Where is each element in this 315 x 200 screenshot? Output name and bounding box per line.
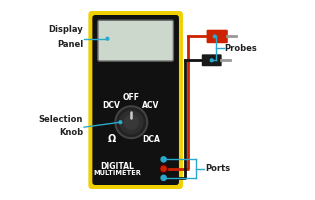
Text: Ports: Ports bbox=[205, 164, 230, 173]
FancyBboxPatch shape bbox=[89, 11, 183, 189]
FancyBboxPatch shape bbox=[98, 20, 173, 61]
Text: DCV: DCV bbox=[102, 101, 120, 110]
Circle shape bbox=[161, 175, 166, 180]
Circle shape bbox=[115, 106, 147, 138]
Circle shape bbox=[161, 166, 166, 171]
Text: OFF: OFF bbox=[123, 93, 140, 102]
Text: Panel: Panel bbox=[57, 40, 83, 49]
Text: Probes: Probes bbox=[225, 44, 257, 53]
FancyBboxPatch shape bbox=[202, 54, 222, 66]
Text: Knob: Knob bbox=[59, 128, 83, 137]
Text: ACV: ACV bbox=[142, 101, 160, 110]
Circle shape bbox=[160, 165, 168, 173]
Text: DCA: DCA bbox=[142, 135, 160, 144]
Circle shape bbox=[117, 108, 146, 137]
Circle shape bbox=[106, 37, 109, 40]
Circle shape bbox=[210, 59, 213, 62]
Circle shape bbox=[213, 35, 216, 38]
Text: Ω: Ω bbox=[107, 134, 116, 144]
Circle shape bbox=[120, 111, 143, 134]
Text: Selection: Selection bbox=[39, 115, 83, 124]
FancyBboxPatch shape bbox=[92, 15, 179, 185]
FancyBboxPatch shape bbox=[207, 30, 228, 43]
Text: MULTIMETER: MULTIMETER bbox=[94, 170, 141, 176]
Circle shape bbox=[161, 157, 166, 162]
Circle shape bbox=[160, 174, 168, 182]
Text: DIGITAL: DIGITAL bbox=[100, 162, 134, 171]
Text: Display: Display bbox=[48, 25, 83, 34]
Circle shape bbox=[124, 115, 138, 129]
Circle shape bbox=[160, 155, 168, 163]
Circle shape bbox=[119, 121, 122, 124]
